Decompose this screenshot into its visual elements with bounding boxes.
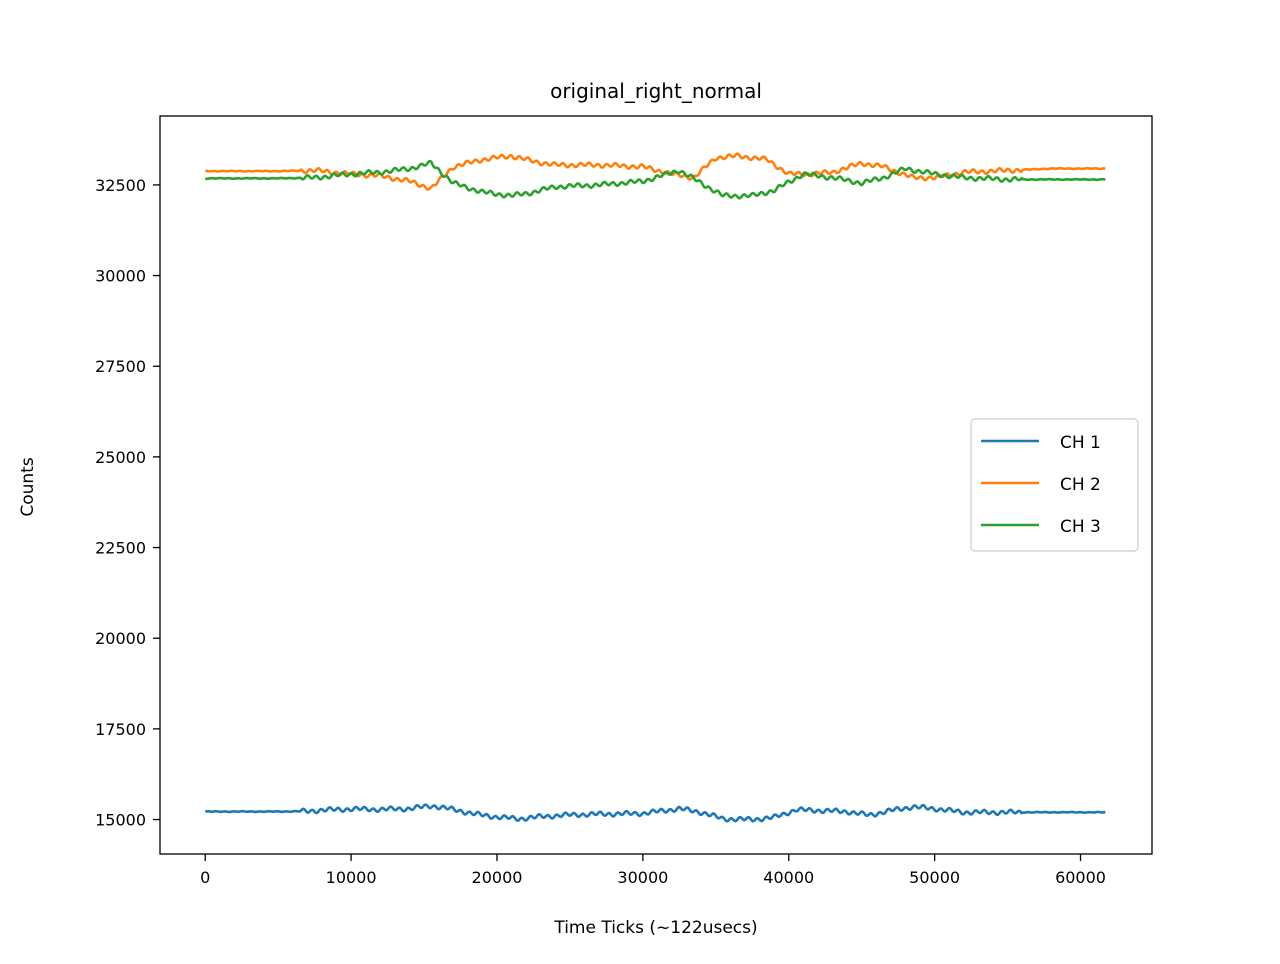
legend-label-3: CH 3 [1060, 517, 1101, 537]
y-tick-label: 27500 [95, 357, 146, 376]
series-line-3 [204, 159, 1107, 200]
legend-box [970, 418, 1139, 552]
legend-label-1: CH 1 [1060, 433, 1101, 453]
series-group [204, 152, 1107, 823]
chart-title: original_right_normal [550, 79, 762, 103]
legend: CH 1 CH 2 CH 3 [970, 418, 1139, 552]
y-tick-label: 22500 [95, 539, 146, 558]
y-tick-label: 30000 [95, 267, 146, 286]
axes-frame [159, 115, 1153, 855]
legend-label-2: CH 2 [1060, 475, 1101, 495]
x-tick-label: 60000 [1055, 868, 1106, 887]
series-line-1 [204, 803, 1107, 823]
x-tick-label: 10000 [326, 868, 377, 887]
x-axis-label: Time Ticks (~122usecs) [553, 918, 757, 938]
x-tick-label: 40000 [763, 868, 814, 887]
x-tick-label: 20000 [472, 868, 523, 887]
axes: 0 10000 20000 30000 40000 50000 60000 15000 1750… [95, 115, 1153, 887]
y-tick-label: 15000 [95, 811, 146, 830]
y-tick-label: 32500 [95, 176, 146, 195]
series-line-2 [204, 152, 1107, 191]
x-tick-label: 50000 [909, 868, 960, 887]
y-tick-label: 17500 [95, 720, 146, 739]
y-axis-label: Counts [18, 457, 38, 516]
x-tick-label: 30000 [617, 868, 668, 887]
x-tick-label: 0 [200, 868, 210, 887]
y-tick-label: 25000 [95, 448, 146, 467]
plot-area [204, 152, 1107, 823]
y-tick-label: 20000 [95, 629, 146, 648]
